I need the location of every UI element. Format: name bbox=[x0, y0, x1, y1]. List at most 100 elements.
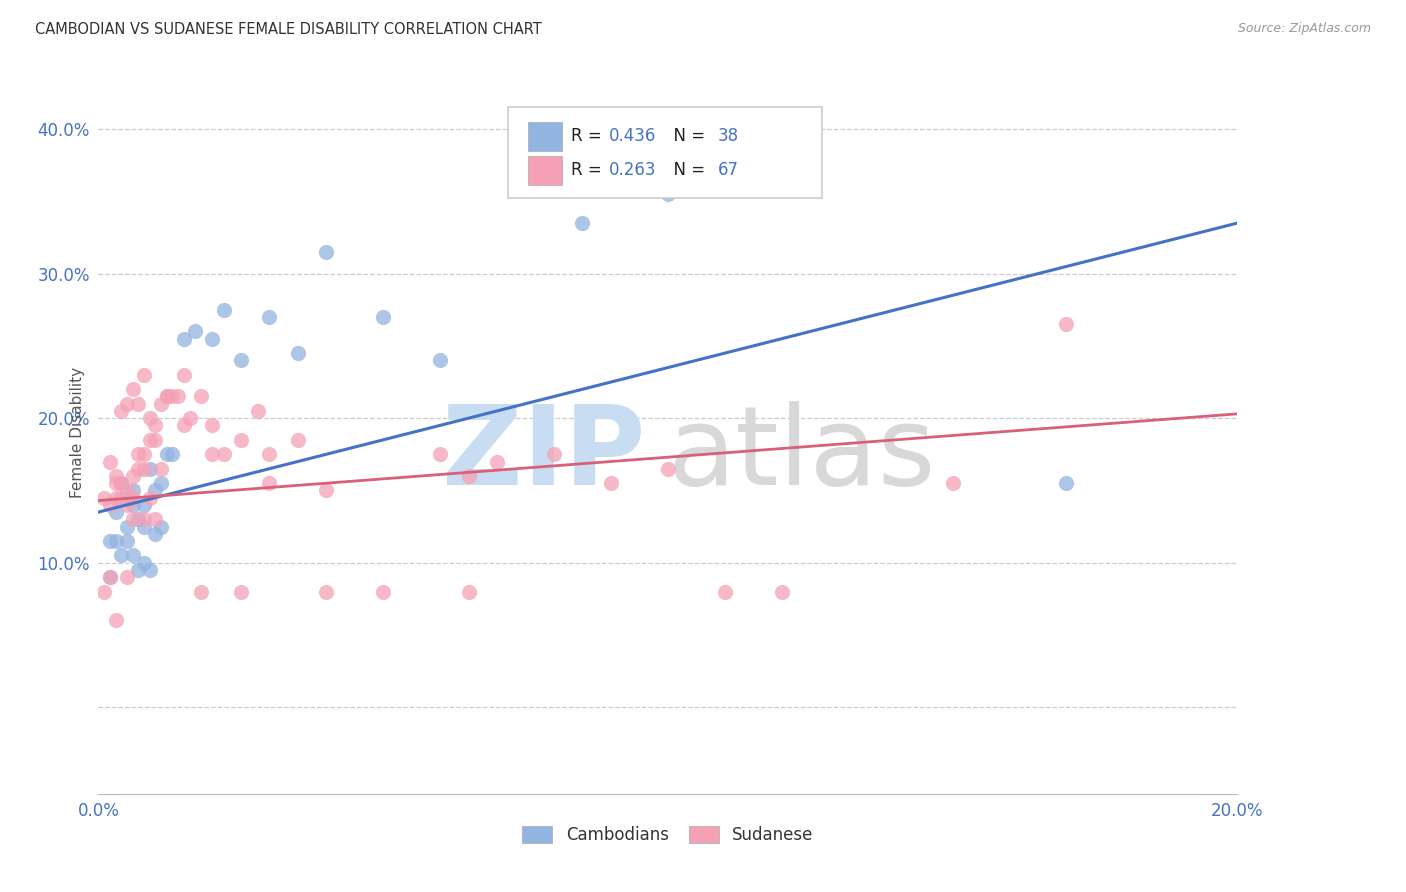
Text: 38: 38 bbox=[718, 128, 740, 145]
Point bbox=[201, 447, 224, 461]
Point bbox=[138, 462, 160, 476]
Point bbox=[98, 454, 121, 468]
Point bbox=[115, 397, 138, 411]
Point bbox=[212, 302, 235, 317]
Point bbox=[104, 491, 127, 505]
Point bbox=[1056, 317, 1078, 331]
Point bbox=[121, 512, 143, 526]
Text: atlas: atlas bbox=[668, 401, 936, 508]
Point bbox=[104, 505, 127, 519]
Point bbox=[115, 570, 138, 584]
Point bbox=[287, 433, 309, 447]
Point bbox=[486, 454, 509, 468]
Point bbox=[127, 563, 149, 577]
Point bbox=[127, 462, 149, 476]
Text: 0.263: 0.263 bbox=[609, 161, 657, 179]
Point bbox=[110, 491, 132, 505]
Point bbox=[98, 570, 121, 584]
Point bbox=[121, 483, 143, 498]
Point bbox=[98, 570, 121, 584]
Point bbox=[104, 469, 127, 483]
Point bbox=[150, 397, 173, 411]
Point bbox=[145, 483, 167, 498]
Point bbox=[115, 483, 138, 498]
Point bbox=[110, 476, 132, 491]
Point bbox=[110, 549, 132, 563]
Point bbox=[173, 332, 195, 346]
Point bbox=[98, 498, 121, 512]
Point bbox=[127, 447, 149, 461]
Text: 0.436: 0.436 bbox=[609, 128, 657, 145]
Point bbox=[259, 476, 281, 491]
Point bbox=[600, 476, 623, 491]
Point bbox=[315, 483, 337, 498]
Point bbox=[132, 498, 155, 512]
Point bbox=[259, 310, 281, 324]
Point bbox=[121, 491, 143, 505]
Point bbox=[246, 404, 269, 418]
Point bbox=[145, 512, 167, 526]
Point bbox=[110, 476, 132, 491]
Point bbox=[457, 584, 479, 599]
Point bbox=[315, 244, 337, 259]
Point bbox=[179, 411, 201, 425]
Point bbox=[162, 389, 184, 403]
Point bbox=[132, 368, 155, 382]
Point bbox=[127, 512, 149, 526]
Point bbox=[373, 310, 395, 324]
Point bbox=[138, 491, 160, 505]
Point bbox=[156, 389, 179, 403]
Point bbox=[229, 353, 252, 368]
Point bbox=[138, 563, 160, 577]
Point bbox=[104, 614, 127, 628]
Point bbox=[115, 491, 138, 505]
Text: ZIP: ZIP bbox=[441, 401, 645, 508]
Legend: Cambodians, Sudanese: Cambodians, Sudanese bbox=[516, 819, 820, 851]
Point bbox=[162, 447, 184, 461]
Text: N =: N = bbox=[664, 161, 710, 179]
Point bbox=[132, 519, 155, 533]
Point bbox=[138, 411, 160, 425]
Point bbox=[104, 476, 127, 491]
Point bbox=[770, 584, 793, 599]
FancyBboxPatch shape bbox=[509, 108, 821, 198]
Point bbox=[104, 533, 127, 548]
Point bbox=[115, 519, 138, 533]
Point bbox=[132, 556, 155, 570]
Text: Source: ZipAtlas.com: Source: ZipAtlas.com bbox=[1237, 22, 1371, 36]
Point bbox=[201, 332, 224, 346]
Point bbox=[190, 389, 212, 403]
Point bbox=[173, 418, 195, 433]
Point bbox=[315, 584, 337, 599]
Point bbox=[429, 353, 451, 368]
Point bbox=[150, 519, 173, 533]
Point bbox=[173, 368, 195, 382]
Point bbox=[121, 382, 143, 396]
Point bbox=[150, 476, 173, 491]
Text: N =: N = bbox=[664, 128, 710, 145]
Point bbox=[259, 447, 281, 461]
Point bbox=[132, 447, 155, 461]
Point bbox=[93, 584, 115, 599]
Point bbox=[121, 498, 143, 512]
Point bbox=[127, 397, 149, 411]
Text: 67: 67 bbox=[718, 161, 740, 179]
Point bbox=[93, 491, 115, 505]
Point bbox=[138, 433, 160, 447]
Point bbox=[457, 469, 479, 483]
Point bbox=[110, 404, 132, 418]
Point bbox=[212, 447, 235, 461]
Point bbox=[115, 498, 138, 512]
Point bbox=[190, 584, 212, 599]
Text: CAMBODIAN VS SUDANESE FEMALE DISABILITY CORRELATION CHART: CAMBODIAN VS SUDANESE FEMALE DISABILITY … bbox=[35, 22, 541, 37]
Y-axis label: Female Disability: Female Disability bbox=[69, 367, 84, 499]
Point bbox=[121, 549, 143, 563]
Point bbox=[145, 418, 167, 433]
Point bbox=[714, 584, 737, 599]
Point bbox=[201, 418, 224, 433]
Point bbox=[150, 462, 173, 476]
Bar bbox=[527, 156, 562, 185]
Point bbox=[373, 584, 395, 599]
Bar bbox=[527, 122, 562, 151]
Point bbox=[167, 389, 190, 403]
